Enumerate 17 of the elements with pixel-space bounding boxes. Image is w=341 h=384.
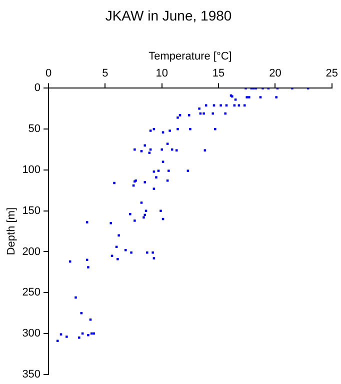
x-tick-label: 10	[156, 68, 168, 80]
y-tick-label: 200	[22, 246, 41, 258]
y-tick-label: 0	[34, 82, 41, 94]
y-axis-title: Depth [m]	[6, 207, 18, 256]
x-axis-title: Temperature [°C]	[148, 50, 232, 62]
x-tick-label: 25	[326, 68, 338, 80]
x-tick-label: 15	[212, 68, 225, 80]
y-tick-label: 50	[28, 123, 41, 136]
x-tick-label: 0	[45, 68, 52, 80]
x-tick-label: 20	[269, 68, 282, 80]
y-tick-label: 350	[22, 368, 41, 380]
x-tick-label: 5	[102, 68, 108, 80]
y-tick-label: 100	[22, 164, 41, 176]
y-tick-label: 300	[22, 328, 41, 340]
y-tick-label: 150	[22, 204, 41, 217]
y-tick-label: 250	[22, 286, 41, 299]
chart-title: JKAW in June, 1980	[105, 7, 232, 24]
